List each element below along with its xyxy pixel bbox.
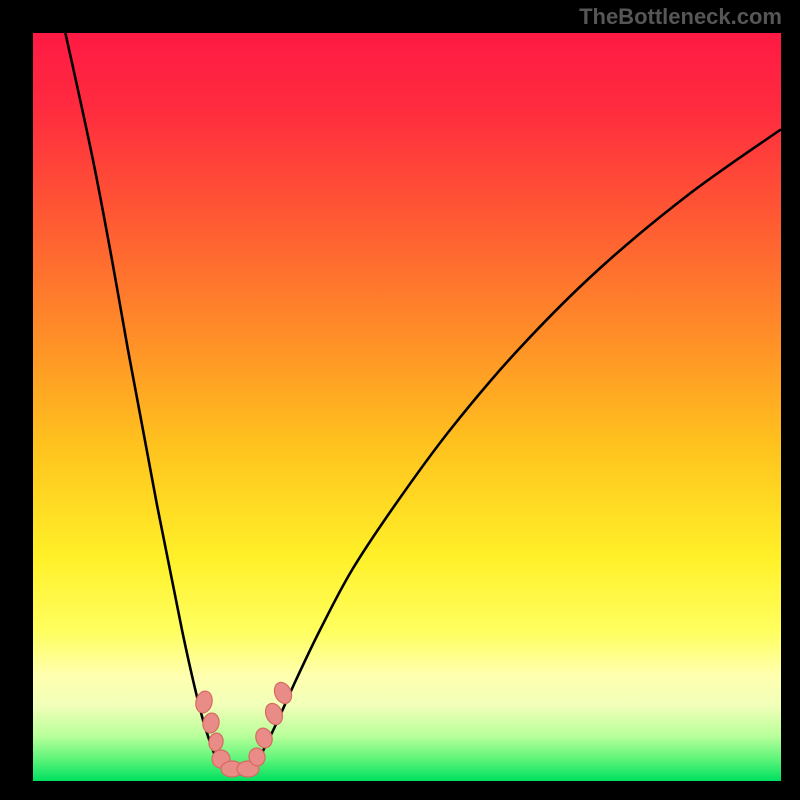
marker-point — [253, 726, 274, 750]
marker-point — [271, 680, 295, 707]
marker-point — [201, 712, 221, 735]
curve-right-branch — [253, 130, 780, 768]
trough-markers — [194, 680, 295, 777]
marker-point — [208, 732, 225, 752]
marker-point — [262, 701, 285, 727]
curve-left-branch — [62, 18, 222, 768]
chart-overlay — [0, 0, 800, 800]
